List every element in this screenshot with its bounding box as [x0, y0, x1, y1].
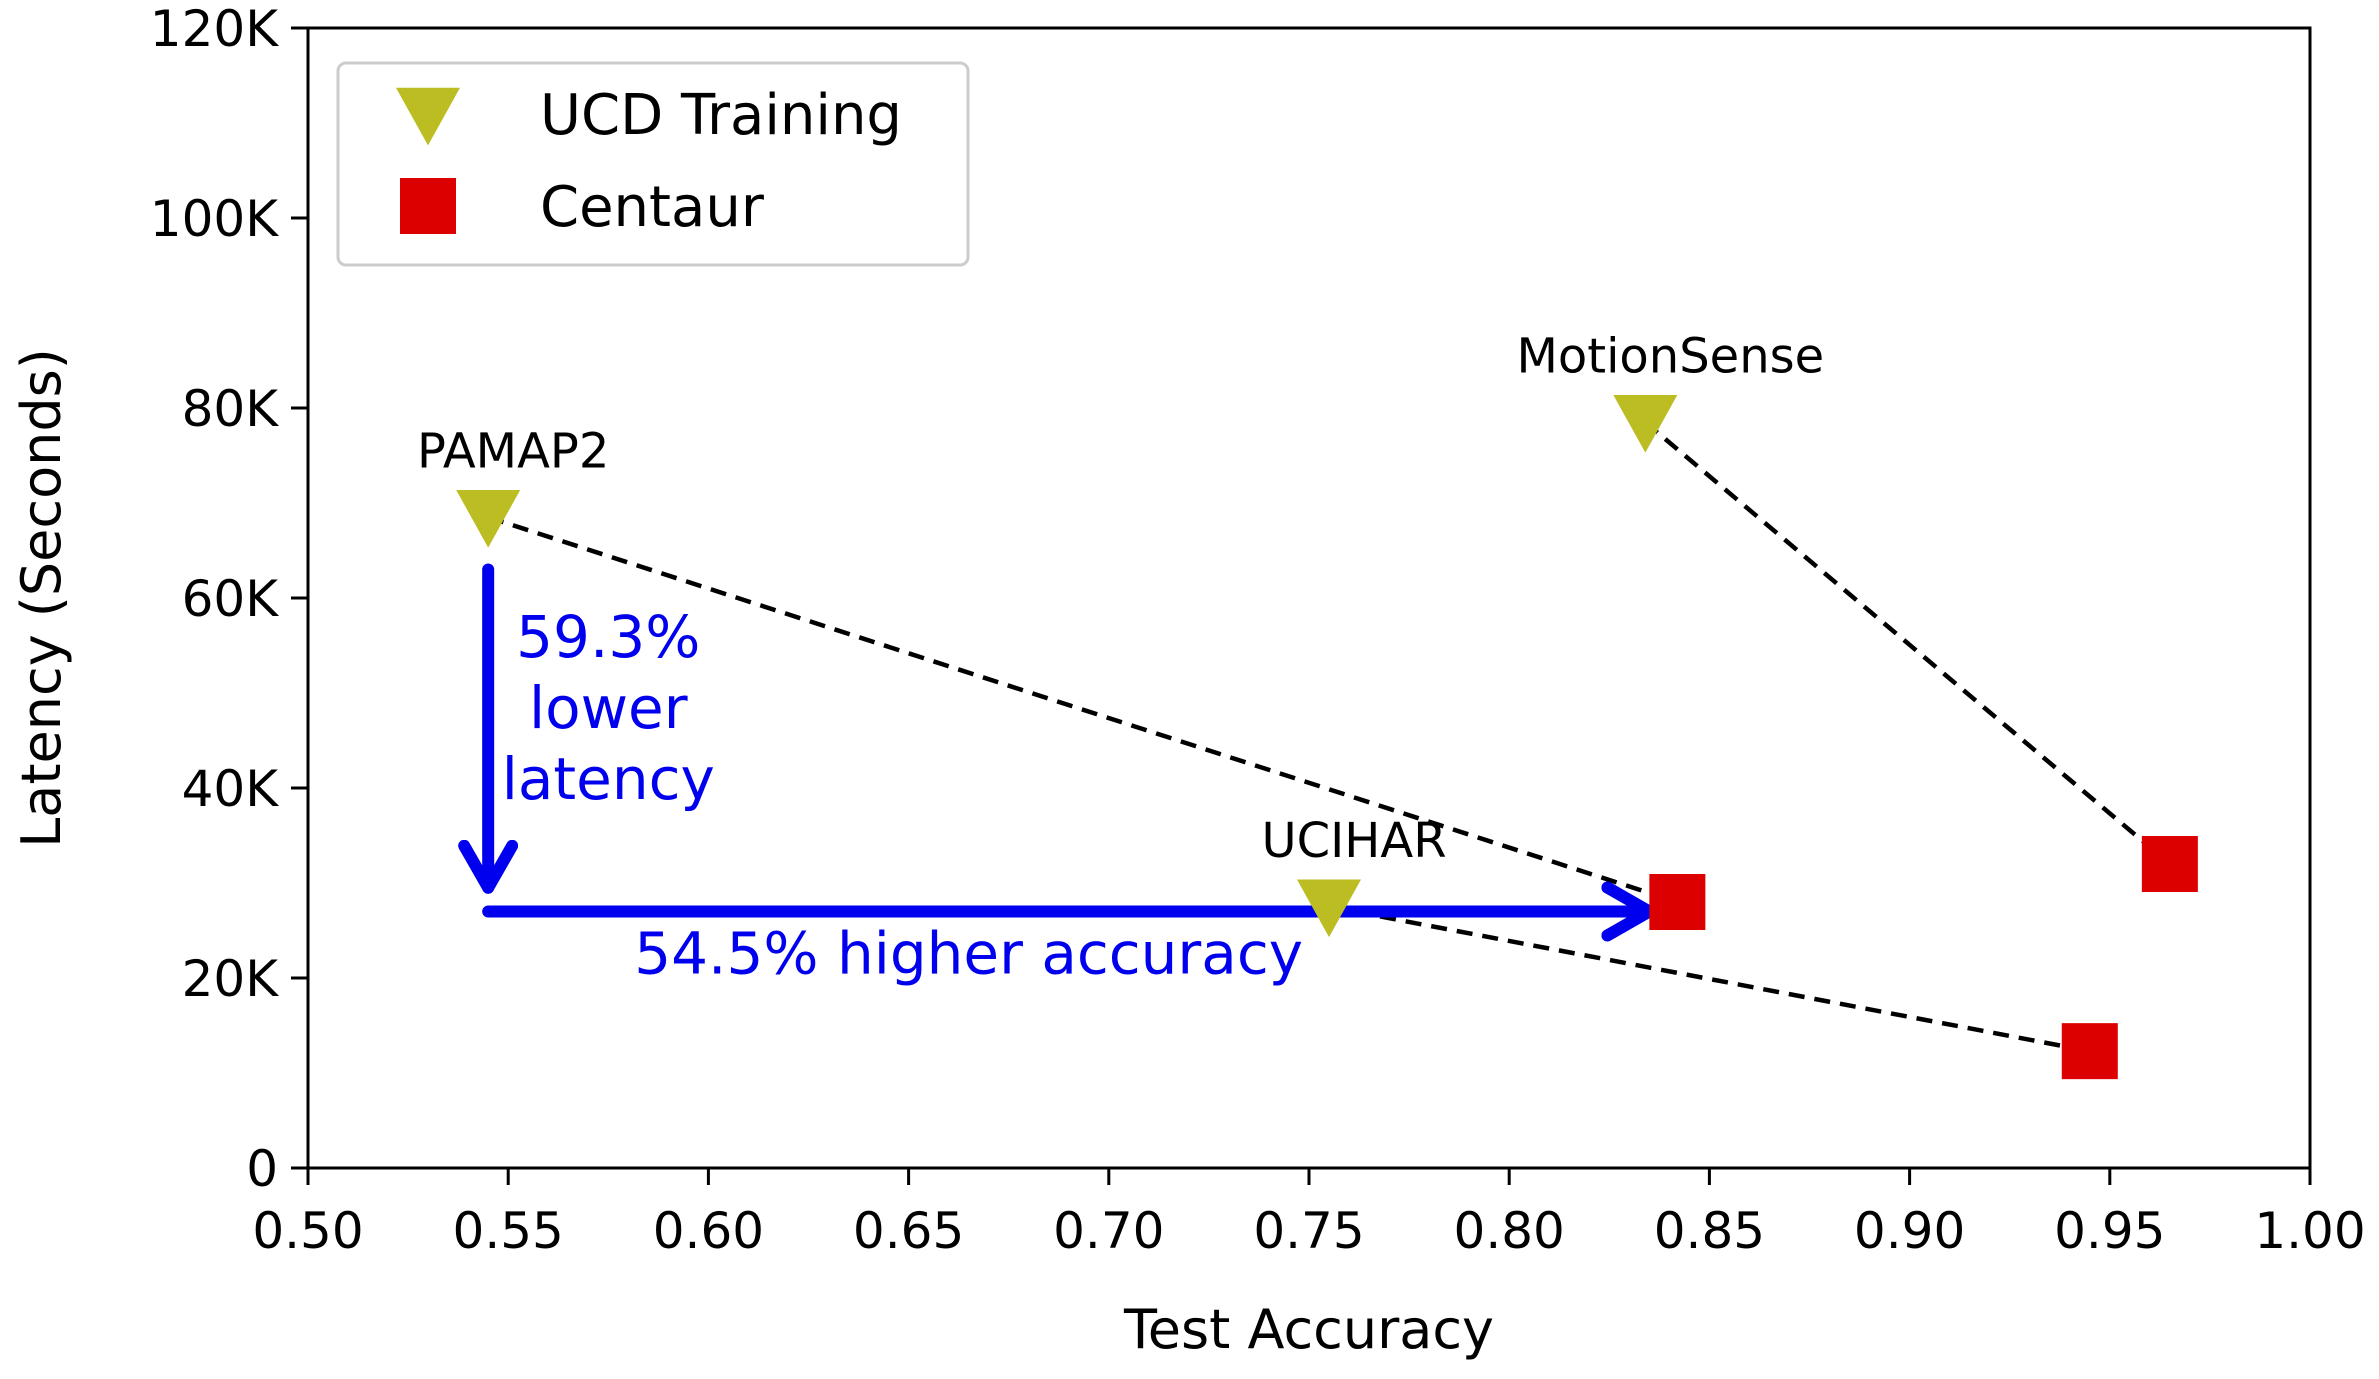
y-tick-label: 80K	[182, 380, 280, 438]
ucd-training-point	[1613, 395, 1678, 453]
legend-square-marker	[400, 178, 456, 234]
points-layer: PAMAP2 UCIHAR MotionSense	[417, 328, 2198, 1080]
pair-dashed-line	[487, 515, 1679, 905]
y-tick-label: 60K	[182, 570, 280, 628]
annotation-layer: 59.3% lower latency 54.5% higher accuracy	[458, 563, 1656, 987]
accuracy-annotation: 54.5% higher accuracy	[634, 919, 1303, 987]
legend-box	[336, 61, 970, 267]
legend-triangle-marker	[396, 87, 460, 146]
y-axis-title: Latency (Seconds)	[10, 348, 73, 848]
dataset-label-ucihar: UCIHAR	[1261, 813, 1446, 869]
pair-lines-layer	[487, 420, 2172, 1054]
centaur-point	[2141, 836, 2198, 892]
x-tick-label: 0.95	[2054, 1202, 2165, 1260]
x-tick-label: 0.80	[1454, 1202, 1565, 1260]
axes-layer: 0.50 0.55 0.60 0.65 0.70 0.75 0.80 0.85 0.90 0.95…	[10, 0, 2366, 1361]
x-tick-label: 0.60	[653, 1202, 764, 1260]
x-tick-label: 0.75	[1253, 1202, 1364, 1260]
y-axis: 0 20K 40K 60K 80K 100K 120K	[150, 0, 308, 1198]
x-axis-title: Test Accuracy	[1123, 1298, 1494, 1361]
x-tick-label: 0.50	[252, 1202, 363, 1260]
x-tick-label: 0.90	[1854, 1202, 1965, 1260]
ucd-training-point	[456, 490, 521, 548]
pair-dashed-line	[1643, 420, 2172, 866]
x-tick-label: 0.85	[1654, 1202, 1765, 1260]
y-tick-label: 100K	[150, 190, 279, 248]
latency-annotation-line: latency	[502, 745, 715, 813]
x-tick-label: 0.70	[1053, 1202, 1164, 1260]
x-tick-label: 1.00	[2254, 1202, 2365, 1260]
y-tick-label: 120K	[150, 0, 279, 58]
legend-label-ucd-training: UCD Training	[540, 83, 902, 148]
latency-annotation-line: 59.3%	[516, 603, 700, 671]
x-tick-label: 0.65	[853, 1202, 964, 1260]
legend-label-centaur: Centaur	[540, 175, 765, 240]
centaur-point	[2061, 1023, 2118, 1080]
dataset-label-motionsense: MotionSense	[1516, 328, 1824, 384]
dataset-label-pamap2: PAMAP2	[417, 423, 609, 479]
latency-annotation: 59.3% lower latency	[502, 603, 715, 813]
legend: UCD Training Centaur	[336, 61, 970, 267]
y-tick-label: 40K	[182, 760, 280, 818]
pair-dashed-line	[1328, 904, 2091, 1054]
latency-annotation-line: lower	[529, 674, 688, 742]
x-tick-label: 0.55	[453, 1202, 564, 1260]
centaur-point	[1649, 874, 1706, 930]
y-tick-label: 0	[246, 1140, 278, 1198]
y-tick-label: 20K	[182, 950, 280, 1008]
ucd-training-point	[1297, 879, 1362, 938]
x-axis: 0.50 0.55 0.60 0.65 0.70 0.75 0.80 0.85 0.90 0.95…	[252, 1168, 2366, 1260]
